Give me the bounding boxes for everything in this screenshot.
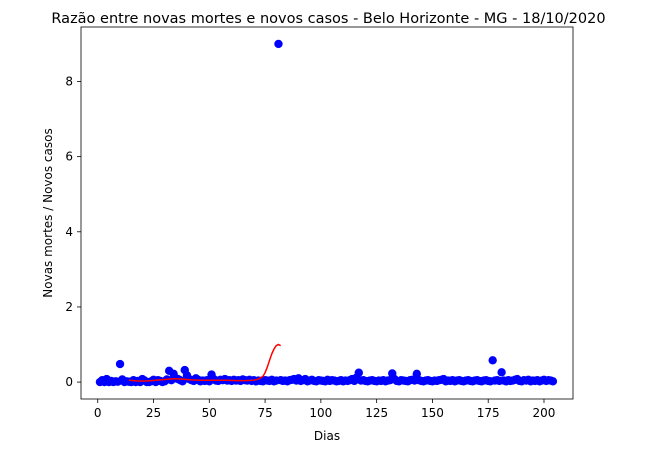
x-tick-label: 50 xyxy=(202,406,217,420)
data-point xyxy=(274,39,283,49)
x-tick-label: 100 xyxy=(309,406,332,420)
plot-frame xyxy=(80,26,574,400)
x-tick-label: 0 xyxy=(94,406,102,420)
x-tick-label: 200 xyxy=(533,406,556,420)
x-tick-label: 175 xyxy=(477,406,500,420)
y-axis-ticks: 0 2 4 6 8 xyxy=(65,74,81,389)
data-point xyxy=(412,369,422,379)
data-point xyxy=(548,377,558,386)
plot-area xyxy=(81,27,573,399)
y-axis-label: Novas mortes / Novos casos xyxy=(41,128,55,297)
x-tick-label: 150 xyxy=(421,406,444,420)
x-axis-label: Dias xyxy=(314,429,340,443)
y-tick-label: 0 xyxy=(65,375,73,389)
data-point xyxy=(354,368,363,377)
y-tick-label: 4 xyxy=(65,225,73,239)
y-tick-label: 6 xyxy=(65,150,73,164)
x-tick-label: 125 xyxy=(365,406,388,420)
y-tick-label: 2 xyxy=(65,300,73,314)
trend-line xyxy=(128,343,282,382)
data-point xyxy=(497,368,506,377)
y-tick-label: 8 xyxy=(65,74,73,88)
x-axis-ticks: 0 25 50 75 100 125 150 175 200 xyxy=(94,399,556,420)
x-tick-label: 75 xyxy=(257,406,272,420)
data-point xyxy=(115,359,125,369)
x-tick-label: 25 xyxy=(146,406,161,420)
chart-title: Razão entre novas mortes e novos casos -… xyxy=(51,11,605,27)
data-point xyxy=(488,356,497,365)
